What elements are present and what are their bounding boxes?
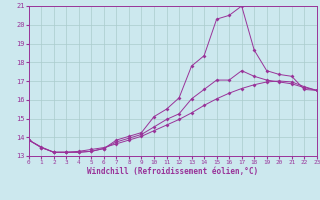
X-axis label: Windchill (Refroidissement éolien,°C): Windchill (Refroidissement éolien,°C) <box>87 167 258 176</box>
